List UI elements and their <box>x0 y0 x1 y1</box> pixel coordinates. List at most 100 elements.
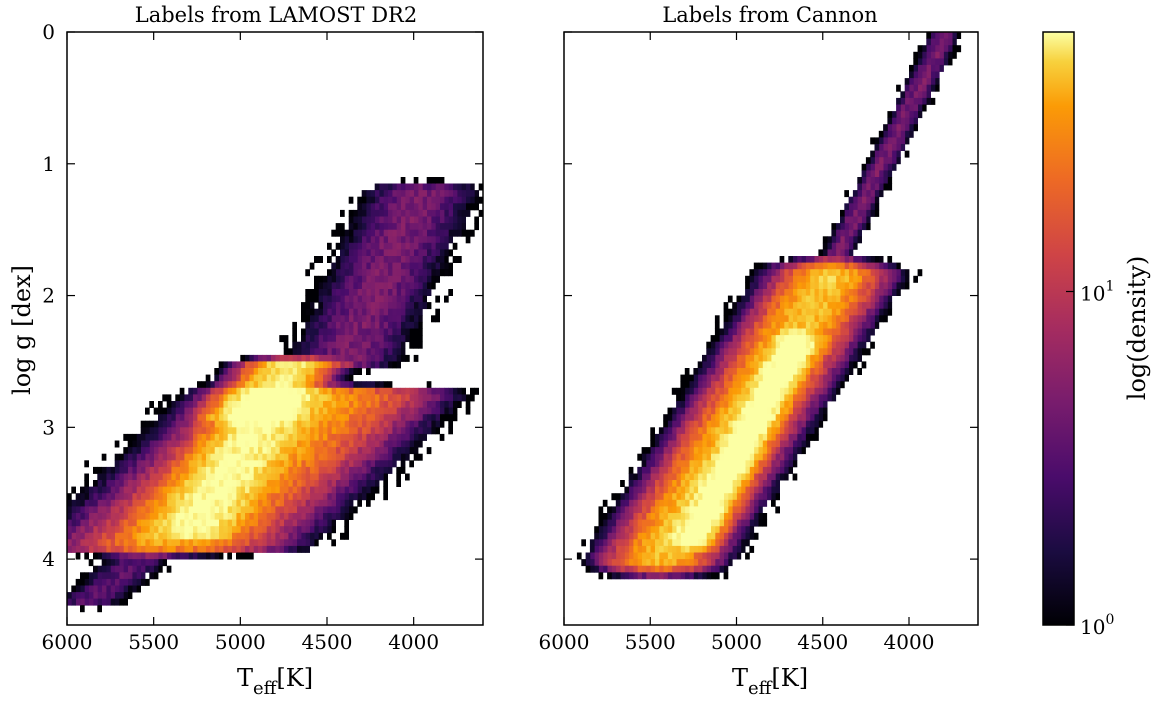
density-cell <box>114 545 120 553</box>
density-cell <box>114 440 120 448</box>
density-cell <box>153 526 159 534</box>
density-cell <box>175 506 180 514</box>
density-cell <box>314 539 319 547</box>
density-cell <box>779 256 785 263</box>
density-cell <box>218 506 224 514</box>
density-cell <box>581 559 586 567</box>
density-cell <box>244 354 250 362</box>
density-cell <box>357 401 362 408</box>
density-cell <box>149 473 154 481</box>
density-cell <box>878 157 884 165</box>
density-cell <box>374 275 380 283</box>
density-cell <box>779 414 785 422</box>
density-cell <box>702 374 707 382</box>
density-cell <box>448 183 453 191</box>
density-cell <box>322 473 328 481</box>
density-cell <box>732 447 737 455</box>
density-cell <box>435 407 440 415</box>
density-cell <box>335 295 341 303</box>
density-cell <box>706 381 711 389</box>
density-cell <box>435 223 440 231</box>
density-cell <box>405 256 410 263</box>
density-cell <box>335 513 341 520</box>
density-cell <box>930 38 936 46</box>
density-cell <box>257 526 263 534</box>
density-cell <box>409 394 414 402</box>
density-cell <box>366 242 371 250</box>
density-cell <box>292 466 297 474</box>
density-cell <box>887 111 893 119</box>
density-cell <box>831 289 837 296</box>
density-cell <box>158 427 163 435</box>
density-cell <box>279 460 284 468</box>
density-cell <box>736 532 742 540</box>
density-cell <box>818 361 824 369</box>
density-cell <box>106 552 111 560</box>
density-cell <box>335 420 341 428</box>
density-cell <box>184 473 189 481</box>
density-cell <box>689 460 694 468</box>
density-cell <box>878 183 884 191</box>
density-cell <box>374 289 380 296</box>
density-cell <box>201 480 206 487</box>
density-cell <box>262 486 267 494</box>
density-cell <box>814 256 819 263</box>
density-cell <box>723 361 729 369</box>
density-cell <box>848 229 854 237</box>
density-cell <box>749 335 755 343</box>
density-cell <box>80 605 85 613</box>
density-cell <box>218 466 224 474</box>
density-cell <box>426 302 432 310</box>
density-cell <box>179 499 185 507</box>
density-cell <box>796 315 802 323</box>
density-cell <box>236 545 241 553</box>
density-cell <box>426 229 432 237</box>
density-cell <box>119 506 124 514</box>
y-tick-label: 2 <box>42 284 55 308</box>
density-cell <box>383 308 388 316</box>
density-cell <box>727 433 733 441</box>
density-cell <box>288 420 293 428</box>
density-cell <box>409 203 414 211</box>
density-cell <box>710 466 716 474</box>
density-cell <box>400 262 406 270</box>
density-cell <box>119 493 124 501</box>
density-cell <box>318 460 323 468</box>
density-cell <box>318 407 323 415</box>
density-cell <box>353 223 358 231</box>
density-cell <box>340 348 345 356</box>
density-cell <box>184 545 189 553</box>
density-cell <box>288 460 293 468</box>
density-cell <box>292 368 297 375</box>
density-cell <box>374 315 380 323</box>
density-cell <box>909 78 914 86</box>
density-cell <box>684 480 690 487</box>
density-cell <box>706 480 711 487</box>
density-cell <box>409 414 414 422</box>
density-cell <box>745 433 750 441</box>
density-cell <box>689 440 694 448</box>
density-cell <box>435 275 440 283</box>
density-cell <box>344 335 349 343</box>
density-cell <box>865 262 871 270</box>
density-cell <box>279 466 284 474</box>
density-cell <box>719 552 724 560</box>
density-cell <box>745 407 750 415</box>
density-cell <box>444 407 449 415</box>
density-cell <box>620 480 625 487</box>
density-cell <box>637 506 642 514</box>
density-cell <box>926 58 931 66</box>
density-cell <box>322 486 328 494</box>
density-cell <box>405 229 410 237</box>
density-cell <box>210 394 215 402</box>
density-cell <box>387 427 393 435</box>
density-cell <box>218 486 224 494</box>
density-cell <box>275 394 280 402</box>
density-cell <box>870 275 875 283</box>
density-cell <box>266 381 271 389</box>
density-cell <box>331 269 336 277</box>
density-cell <box>123 466 128 474</box>
density-cell <box>753 401 759 408</box>
density-cell <box>205 493 211 501</box>
density-cell <box>628 466 634 474</box>
